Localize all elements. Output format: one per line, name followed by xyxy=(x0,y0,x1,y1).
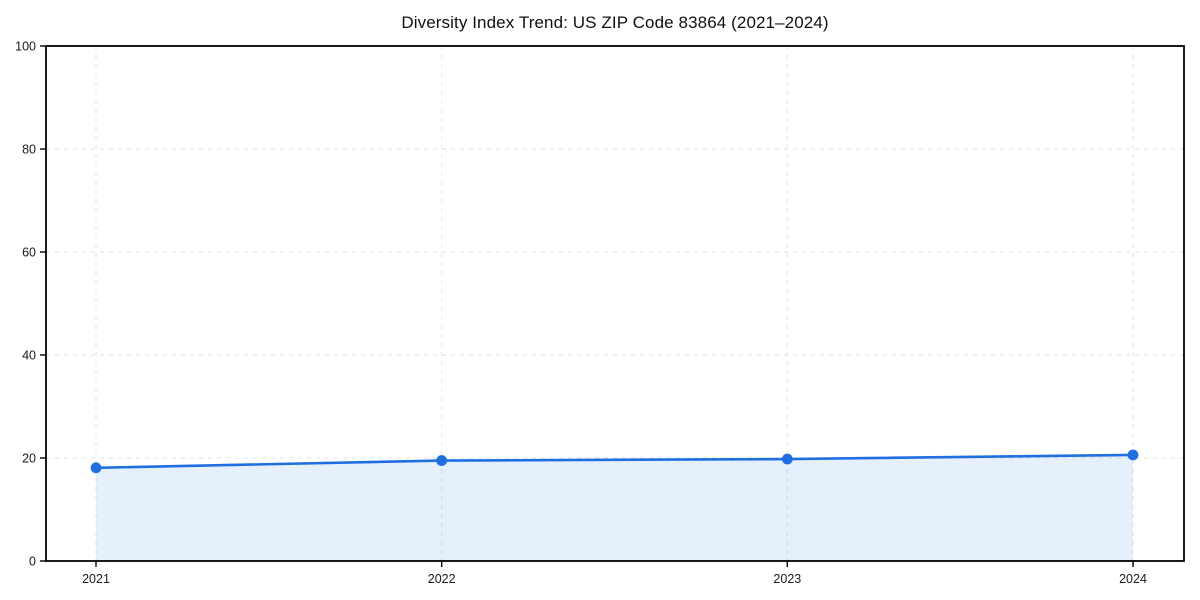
y-tick-label: 20 xyxy=(22,452,36,466)
x-tick-label: 2023 xyxy=(773,572,801,586)
x-tick-label: 2022 xyxy=(428,572,456,586)
chart-title: Diversity Index Trend: US ZIP Code 83864… xyxy=(401,13,829,32)
data-point-marker xyxy=(90,462,102,474)
y-tick-label: 40 xyxy=(22,349,36,363)
plot-frame xyxy=(45,45,1185,562)
data-point-marker xyxy=(781,453,793,465)
x-tick-label: 2021 xyxy=(82,572,110,586)
y-tick-label: 0 xyxy=(29,555,36,569)
trend-line xyxy=(94,453,1135,470)
y-tick-label: 60 xyxy=(22,246,36,260)
y-tick-label: 80 xyxy=(22,143,36,157)
data-point-marker xyxy=(436,455,448,466)
y-tick-label: 100 xyxy=(15,40,36,54)
x-tick-label: 2024 xyxy=(1119,572,1147,586)
data-point-marker xyxy=(1127,449,1139,461)
area-fill xyxy=(96,454,1133,561)
